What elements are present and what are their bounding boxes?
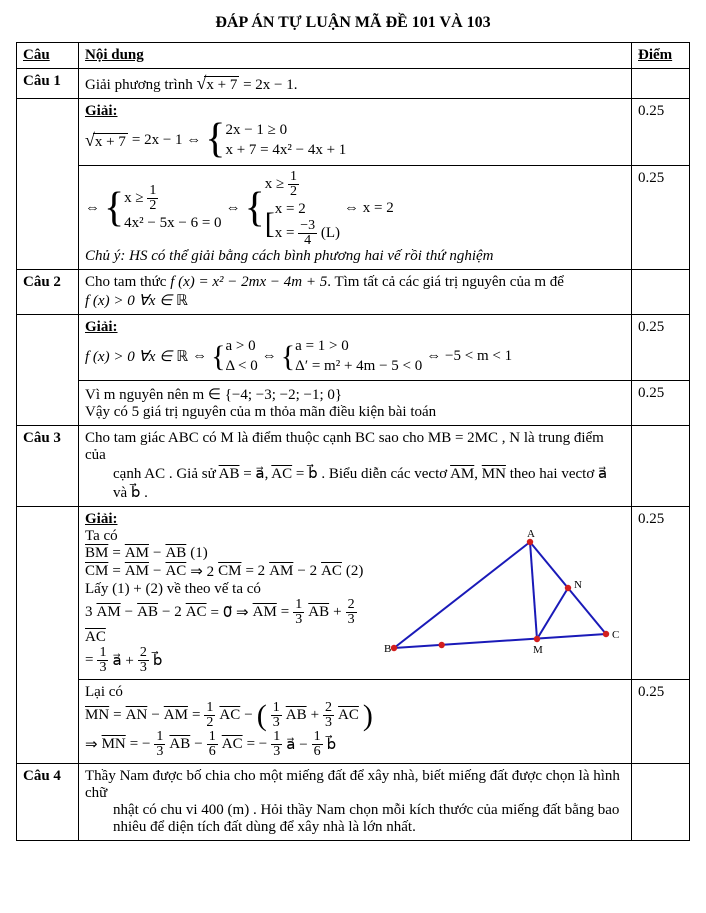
c2-score2: 0.25 <box>632 381 690 426</box>
c3-label: Câu 3 <box>17 426 79 507</box>
c1-step1: Giải: √x + 7 = 2x − 1 ⇔ { 2x − 1 ≥ 0 x +… <box>79 99 632 166</box>
c2-stem: Cho tam thức f (x) = x² − 2mx − 4m + 5. … <box>79 269 632 314</box>
c2-stem-row: Câu 2 Cho tam thức f (x) = x² − 2mx − 4m… <box>17 269 690 314</box>
c2-label: Câu 2 <box>17 269 79 314</box>
c1-stem: Giải phương trình √x + 7 = 2x − 1. <box>79 69 632 99</box>
svg-text:B: B <box>384 643 391 655</box>
c3-step1-row: Giải: Ta có BM = AM − AB (1) CM = AM − A… <box>17 507 690 680</box>
svg-text:A: A <box>527 528 535 540</box>
col-noidung: Nội dung <box>79 43 632 69</box>
col-cau: Câu <box>17 43 79 69</box>
triangle-diagram: A B C M N <box>382 528 622 668</box>
c2-step1: Giải: f (x) > 0 ∀x ∈ ℝ ⇔ { a > 0Δ < 0 ⇔ … <box>79 314 632 381</box>
col-diem: Điểm <box>632 43 690 69</box>
c3-step1: Giải: Ta có BM = AM − AB (1) CM = AM − A… <box>79 507 632 680</box>
c3-stem-row: Câu 3 Cho tam giác ABC có M là điểm thuộ… <box>17 426 690 507</box>
c1-stem-score <box>632 69 690 99</box>
c2-step2-row: Vì m nguyên nên m ∈ {−4; −3; −2; −1; 0} … <box>17 381 690 426</box>
svg-text:N: N <box>574 579 582 591</box>
page-title: ĐÁP ÁN TỰ LUẬN MÃ ĐỀ 101 VÀ 103 <box>16 14 690 32</box>
c1-label: Câu 1 <box>17 69 79 99</box>
c2-step1-row: Giải: f (x) > 0 ∀x ∈ ℝ ⇔ { a > 0Δ < 0 ⇔ … <box>17 314 690 381</box>
c1-score2: 0.25 <box>632 165 690 269</box>
svg-text:M: M <box>533 644 543 656</box>
c1-step1-row: Giải: √x + 7 = 2x − 1 ⇔ { 2x − 1 ≥ 0 x +… <box>17 99 690 166</box>
c4-stem-row: Câu 4 Thầy Nam được bố chia cho một miến… <box>17 764 690 841</box>
c1-score1: 0.25 <box>632 99 690 166</box>
c2-step2: Vì m nguyên nên m ∈ {−4; −3; −2; −1; 0} … <box>79 381 632 426</box>
c4-label: Câu 4 <box>17 764 79 841</box>
c3-score1: 0.25 <box>632 507 690 680</box>
svg-text:C: C <box>612 629 619 641</box>
c2-score1: 0.25 <box>632 314 690 381</box>
c1-step2-row: ⇔ { x ≥ 12 4x² − 5x − 6 = 0 ⇔ { x ≥ 12 [ <box>17 165 690 269</box>
c1-stem-row: Câu 1 Giải phương trình √x + 7 = 2x − 1. <box>17 69 690 99</box>
c1-step2: ⇔ { x ≥ 12 4x² − 5x − 6 = 0 ⇔ { x ≥ 12 [ <box>79 165 632 269</box>
c3-score2: 0.25 <box>632 680 690 764</box>
c3-step2-row: Lại có MN = AN − AM = 12 AC − ( 13 AB + … <box>17 680 690 764</box>
header-row: Câu Nội dung Điểm <box>17 43 690 69</box>
c4-stem: Thầy Nam được bố chia cho một miếng đất … <box>79 764 632 841</box>
c3-step2: Lại có MN = AN − AM = 12 AC − ( 13 AB + … <box>79 680 632 764</box>
c3-stem: Cho tam giác ABC có M là điểm thuộc cạnh… <box>79 426 632 507</box>
answer-table: Câu Nội dung Điểm Câu 1 Giải phương trìn… <box>16 42 690 841</box>
